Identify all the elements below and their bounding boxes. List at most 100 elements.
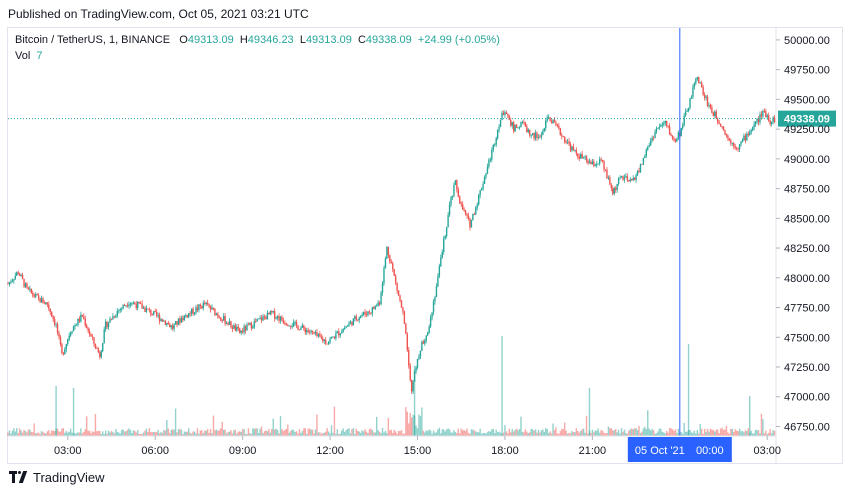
volume-bar: [585, 415, 588, 436]
candle-body: [97, 348, 100, 353]
volume-bar: [657, 431, 659, 436]
volume-bar: [747, 428, 750, 436]
volume-bar: [488, 431, 490, 436]
candle-body: [480, 188, 483, 191]
volume-bar: [110, 431, 113, 436]
volume-bar: [737, 431, 739, 436]
volume-bar: [569, 433, 572, 436]
volume-bar: [8, 430, 11, 436]
candle-body: [332, 336, 334, 338]
candle-body: [177, 318, 180, 325]
volume-bar: [256, 428, 258, 436]
volume-bar: [469, 433, 471, 436]
volume-bar: [80, 428, 82, 436]
candle-body: [151, 314, 153, 316]
time-tick-label: 18:00: [491, 445, 519, 457]
candle-body: [116, 310, 118, 316]
volume-bar: [383, 432, 385, 436]
volume-bar: [100, 433, 102, 436]
volume-bar: [403, 433, 406, 436]
volume-bar: [638, 425, 640, 436]
volume-bar: [639, 433, 642, 436]
candle-body: [59, 336, 62, 345]
candle-body: [510, 119, 512, 126]
volume-bar: [180, 429, 183, 436]
candle-body: [403, 311, 406, 324]
volume-bar: [428, 429, 430, 436]
candle-body: [617, 178, 620, 184]
volume-bar: [467, 432, 470, 436]
candle-body: [61, 344, 63, 354]
volume-bar: [284, 429, 286, 436]
candle-body: [648, 145, 650, 147]
candle-body: [632, 177, 634, 181]
candle-body: [445, 227, 448, 237]
candle-body: [179, 318, 181, 323]
low-value: 49313.09: [305, 34, 352, 46]
volume-bar: [689, 429, 691, 436]
candle-body: [373, 307, 375, 309]
volume-bar: [244, 433, 247, 436]
candle-body: [310, 330, 312, 333]
volume-bar: [319, 432, 321, 436]
candle-body: [359, 315, 362, 318]
candle-body: [409, 365, 411, 380]
volume-bar: [769, 429, 771, 436]
candle-body: [698, 77, 700, 84]
volume-bar: [721, 427, 723, 436]
candle-body: [220, 317, 222, 321]
chart-pane[interactable]: [7, 27, 843, 464]
volume-bar: [183, 431, 186, 436]
candle-body: [358, 317, 360, 321]
candle-body: [182, 317, 184, 320]
candle-body: [588, 161, 591, 164]
volume-bar: [338, 433, 340, 436]
volume-bar: [412, 414, 414, 436]
candle-body: [106, 321, 108, 328]
volume-bar: [562, 429, 564, 436]
candle-body: [601, 159, 604, 162]
volume-bar: [343, 431, 346, 436]
volume-bar: [164, 430, 167, 436]
candle-body: [123, 304, 126, 306]
volume-bar: [666, 430, 668, 436]
volume-bar: [699, 423, 701, 436]
candle-body: [523, 121, 525, 123]
volume-bar: [655, 433, 658, 436]
volume-bar: [255, 428, 257, 436]
volume-bar: [364, 429, 366, 436]
candle-body: [666, 120, 668, 126]
volume-bar: [18, 428, 21, 436]
candle-body: [307, 330, 309, 332]
candle-body: [118, 310, 120, 311]
volume-bar: [502, 432, 505, 436]
volume-bar: [252, 428, 254, 436]
candle-body: [8, 281, 11, 284]
candle-body: [733, 143, 735, 147]
volume-bar: [96, 431, 98, 436]
volume-bar: [151, 432, 153, 436]
footer-brand[interactable]: TradingView: [9, 470, 105, 485]
volume-bar: [631, 428, 633, 436]
candle-body: [504, 112, 506, 115]
candle-body: [148, 309, 151, 311]
volume-bar: [466, 428, 468, 436]
candle-body: [406, 333, 409, 351]
candle-body: [214, 309, 216, 316]
candle-body: [137, 301, 139, 309]
candle-body: [610, 184, 613, 189]
volume-bar: [24, 431, 27, 436]
candle-body: [692, 87, 694, 97]
candle-body: [533, 133, 535, 139]
candle-body: [747, 133, 750, 136]
volume-bar: [365, 431, 368, 436]
volume-bar: [119, 433, 121, 436]
volume-bar: [27, 429, 30, 436]
price-tick-label: 49500.00: [784, 94, 830, 106]
candle-body: [88, 331, 91, 335]
candle-body: [138, 301, 140, 304]
volume-bar: [83, 431, 85, 436]
volume-bar: [612, 430, 614, 436]
candle-body: [68, 335, 70, 340]
